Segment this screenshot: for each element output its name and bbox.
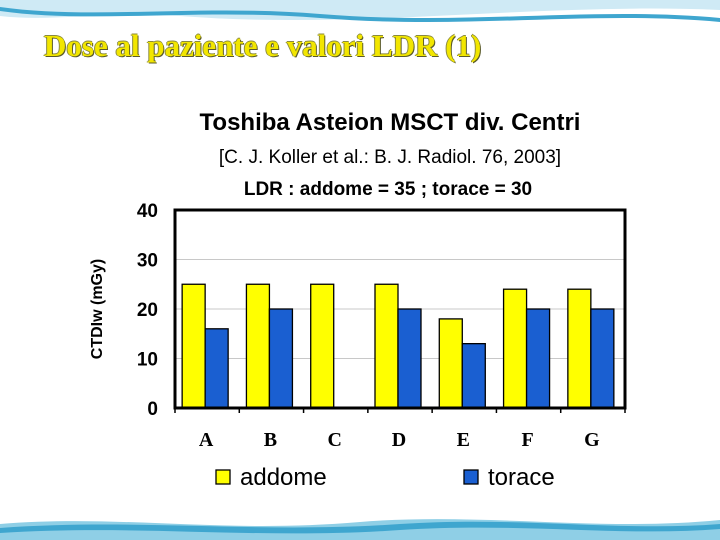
bar-torace-G: [590, 308, 615, 409]
bar-addome-G: [567, 288, 592, 409]
x-tick-label: C: [327, 429, 341, 451]
x-tick-labels: A B C D E F G: [199, 429, 600, 451]
y-tick-label: 10: [137, 350, 158, 371]
x-tick-label: E: [457, 429, 470, 451]
plot-border: [173, 208, 627, 410]
x-tick-label: G: [584, 429, 600, 451]
x-tick-label: A: [199, 429, 214, 451]
legend-label-torace: torace: [488, 464, 555, 491]
bar-torace-D: [397, 308, 422, 409]
top-wave-light: [0, 0, 720, 20]
bar-addome-D: [374, 283, 399, 409]
bar-addome-C: [310, 283, 335, 409]
y-tick-label: 20: [137, 300, 158, 321]
legend-label-addome: addome: [240, 464, 327, 491]
bar-torace-E: [461, 342, 486, 409]
bar-addome-A: [181, 283, 206, 409]
y-axis-label: CTDIw (mGy): [89, 259, 106, 359]
bottom-wave-dark: [0, 521, 720, 534]
x-tick-label: D: [392, 429, 406, 451]
plot-frame: [173, 208, 627, 413]
bar-torace-B: [268, 308, 294, 409]
bar-addome-B: [245, 283, 271, 409]
chart-title: Toshiba Asteion MSCT div. Centri: [200, 109, 581, 136]
bar-addome-E: [438, 318, 463, 409]
bar-addome-F: [502, 288, 528, 409]
slide-title: Dose al paziente e valori LDR (1): [44, 28, 482, 63]
y-tick-label: 40: [137, 201, 158, 222]
chart-annotation: LDR : addome = 35 ; torace = 30: [244, 179, 532, 200]
x-tick-label: F: [521, 429, 533, 451]
y-tick-label: 30: [137, 251, 158, 272]
x-tick-label: B: [264, 429, 277, 451]
y-tick-labels: 0 10 20 30 40: [137, 201, 158, 420]
legend-swatch-torace: [463, 469, 479, 485]
legend-swatch-addome: [215, 469, 231, 485]
top-wave-dark: [0, 7, 720, 22]
bar-torace-A: [204, 328, 229, 409]
bar-torace-F: [525, 308, 551, 409]
chart-subtitle: [C. J. Koller et al.: B. J. Radiol. 76, …: [219, 147, 561, 168]
y-tick-label: 0: [147, 399, 158, 420]
bars: [181, 283, 615, 409]
legend: addome torace: [215, 464, 555, 491]
